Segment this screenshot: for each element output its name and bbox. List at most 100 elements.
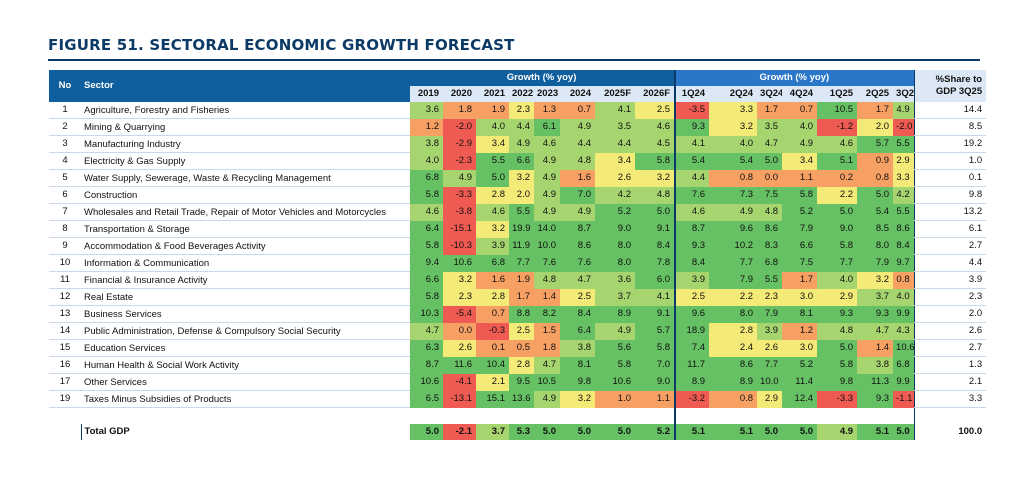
table-row: 11 Financial & Insurance Activity 6.6 3.2 1.…: [49, 271, 987, 289]
quarterly-growth-cell: 11.7: [674, 356, 710, 374]
annual-growth-cell: 5.2: [595, 203, 635, 221]
quarterly-growth-cell: 7.5: [782, 254, 818, 272]
sector-name: Financial & Insurance Activity: [81, 271, 410, 289]
annual-growth-cell: -3.3: [443, 186, 476, 204]
share-cell: 2.7: [913, 339, 987, 357]
annual-growth-cell: 1.3: [534, 102, 560, 119]
annual-growth-cell: -2.9: [443, 135, 476, 153]
quarterly-growth-cell: 7.9: [782, 220, 818, 238]
annual-growth-cell: 3.6: [410, 102, 443, 119]
annual-growth-cell: 4.9: [509, 135, 534, 153]
quarterly-growth-cell: 4.0: [782, 118, 818, 136]
quarterly-growth-cell: 9.6: [709, 220, 758, 238]
total-annual-cell: 3.7: [476, 424, 509, 440]
annual-growth-cell: 1.6: [476, 271, 509, 289]
quarterly-growth-cell: 0.8: [857, 169, 894, 187]
annual-growth-cell: -2.0: [443, 118, 476, 136]
sector-name: Business Services: [81, 305, 410, 323]
quarterly-growth-cell: 4.0: [709, 135, 758, 153]
annual-growth-cell: 5.8: [410, 237, 443, 255]
row-number: 1: [49, 102, 81, 119]
annual-growth-cell: 4.9: [534, 186, 560, 204]
annual-growth-cell: 7.7: [509, 254, 534, 272]
quarterly-growth-cell: 8.6: [757, 220, 783, 238]
annual-growth-cell: 8.4: [560, 305, 595, 323]
table-row: 7 Wholesales and Retail Trade, Repair of …: [49, 203, 987, 221]
quarterly-growth-cell: 0.0: [757, 169, 783, 187]
quarterly-growth-cell: 4.4: [674, 169, 710, 187]
annual-growth-cell: 1.0: [595, 390, 635, 408]
annual-growth-cell: 2.6: [595, 169, 635, 187]
quarterly-growth-cell: 2.0: [857, 118, 894, 136]
header-no: No: [49, 70, 81, 102]
quarterly-growth-cell: 3.7: [857, 288, 894, 306]
row-number: 16: [49, 356, 81, 374]
annual-growth-cell: 6.0: [635, 271, 676, 289]
annual-growth-cell: 4.7: [534, 356, 560, 374]
spacer-cell: [635, 407, 676, 424]
quarterly-growth-cell: 4.8: [817, 322, 858, 340]
quarterly-growth-cell: 0.8: [709, 390, 758, 408]
annual-growth-cell: 5.8: [635, 339, 676, 357]
annual-growth-cell: 9.0: [635, 373, 676, 391]
sector-name: Information & Communication: [81, 254, 410, 272]
total-label: Total GDP: [80, 424, 410, 440]
annual-growth-cell: 6.6: [509, 152, 534, 170]
quarterly-growth-cell: 9.3: [674, 118, 710, 136]
quarterly-growth-cell: 5.4: [709, 152, 758, 170]
quarterly-growth-cell: 7.3: [709, 186, 758, 204]
quarterly-growth-cell: 1.4: [857, 339, 894, 357]
spacer-cell: [674, 407, 710, 424]
quarterly-growth-cell: 9.9: [893, 305, 915, 323]
annual-growth-cell: 8.8: [509, 305, 534, 323]
spacer-cell: [534, 407, 560, 424]
total-annual-cell: 5.0: [410, 424, 443, 440]
annual-growth-cell: 10.6: [595, 373, 635, 391]
total-no-cell: [49, 424, 81, 440]
quarterly-growth-cell: 0.7: [782, 102, 818, 119]
quarterly-growth-cell: 4.3: [893, 322, 915, 340]
year-header: 2022: [509, 86, 534, 102]
quarterly-growth-cell: 2.9: [893, 152, 915, 170]
annual-growth-cell: 3.8: [560, 339, 595, 357]
quarterly-growth-cell: 7.7: [757, 356, 783, 374]
total-quarterly-cell: 5.1: [674, 424, 710, 440]
row-number: 10: [49, 254, 81, 272]
annual-growth-cell: 4.7: [560, 271, 595, 289]
sector-name: Other Services: [81, 373, 410, 391]
annual-growth-cell: 4.0: [410, 152, 443, 170]
spacer-cell: [443, 407, 476, 424]
year-header: 2026F: [635, 86, 676, 102]
table-row: 15 Education Services 6.3 2.6 0.1 0.5 1.8 3.8 5.…: [49, 339, 987, 357]
annual-growth-cell: 4.2: [595, 186, 635, 204]
annual-growth-cell: 0.7: [476, 305, 509, 323]
quarterly-growth-cell: 7.9: [709, 271, 758, 289]
spacer-cell: [757, 407, 783, 424]
annual-growth-cell: 5.0: [476, 169, 509, 187]
quarterly-growth-cell: 5.8: [782, 186, 818, 204]
annual-growth-cell: -15.1: [443, 220, 476, 238]
annual-growth-cell: 9.8: [560, 373, 595, 391]
spacer-cell: [817, 407, 858, 424]
annual-growth-cell: 4.9: [534, 152, 560, 170]
spacer-cell: [81, 407, 410, 424]
quarterly-growth-cell: 9.6: [674, 305, 710, 323]
sector-name: Electricity & Gas Supply: [81, 152, 410, 170]
table-row: 5 Water Supply, Sewerage, Waste & Recycli…: [49, 169, 987, 187]
sector-growth-table: No Sector Growth (% yoy) Growth (% yoy) …: [49, 70, 987, 440]
quarterly-growth-cell: 3.9: [674, 271, 710, 289]
annual-growth-cell: 2.0: [509, 186, 534, 204]
quarterly-growth-cell: 3.3: [709, 102, 758, 119]
annual-growth-cell: 6.3: [410, 339, 443, 357]
annual-growth-cell: 8.2: [534, 305, 560, 323]
annual-growth-cell: -2.3: [443, 152, 476, 170]
quarterly-growth-cell: 9.3: [817, 305, 858, 323]
share-cell: 1.0: [913, 152, 987, 170]
quarterly-growth-cell: 0.9: [857, 152, 894, 170]
table-row: 6 Construction 5.8 -3.3 2.8 2.0 4.9 7.0 4.2 4.8 7.…: [49, 186, 987, 204]
quarterly-growth-cell: 7.7: [817, 254, 858, 272]
annual-growth-cell: 3.8: [410, 135, 443, 153]
quarterly-growth-cell: 1.7: [757, 102, 783, 119]
quarterly-growth-cell: 5.2: [782, 203, 818, 221]
annual-growth-cell: 0.1: [476, 339, 509, 357]
